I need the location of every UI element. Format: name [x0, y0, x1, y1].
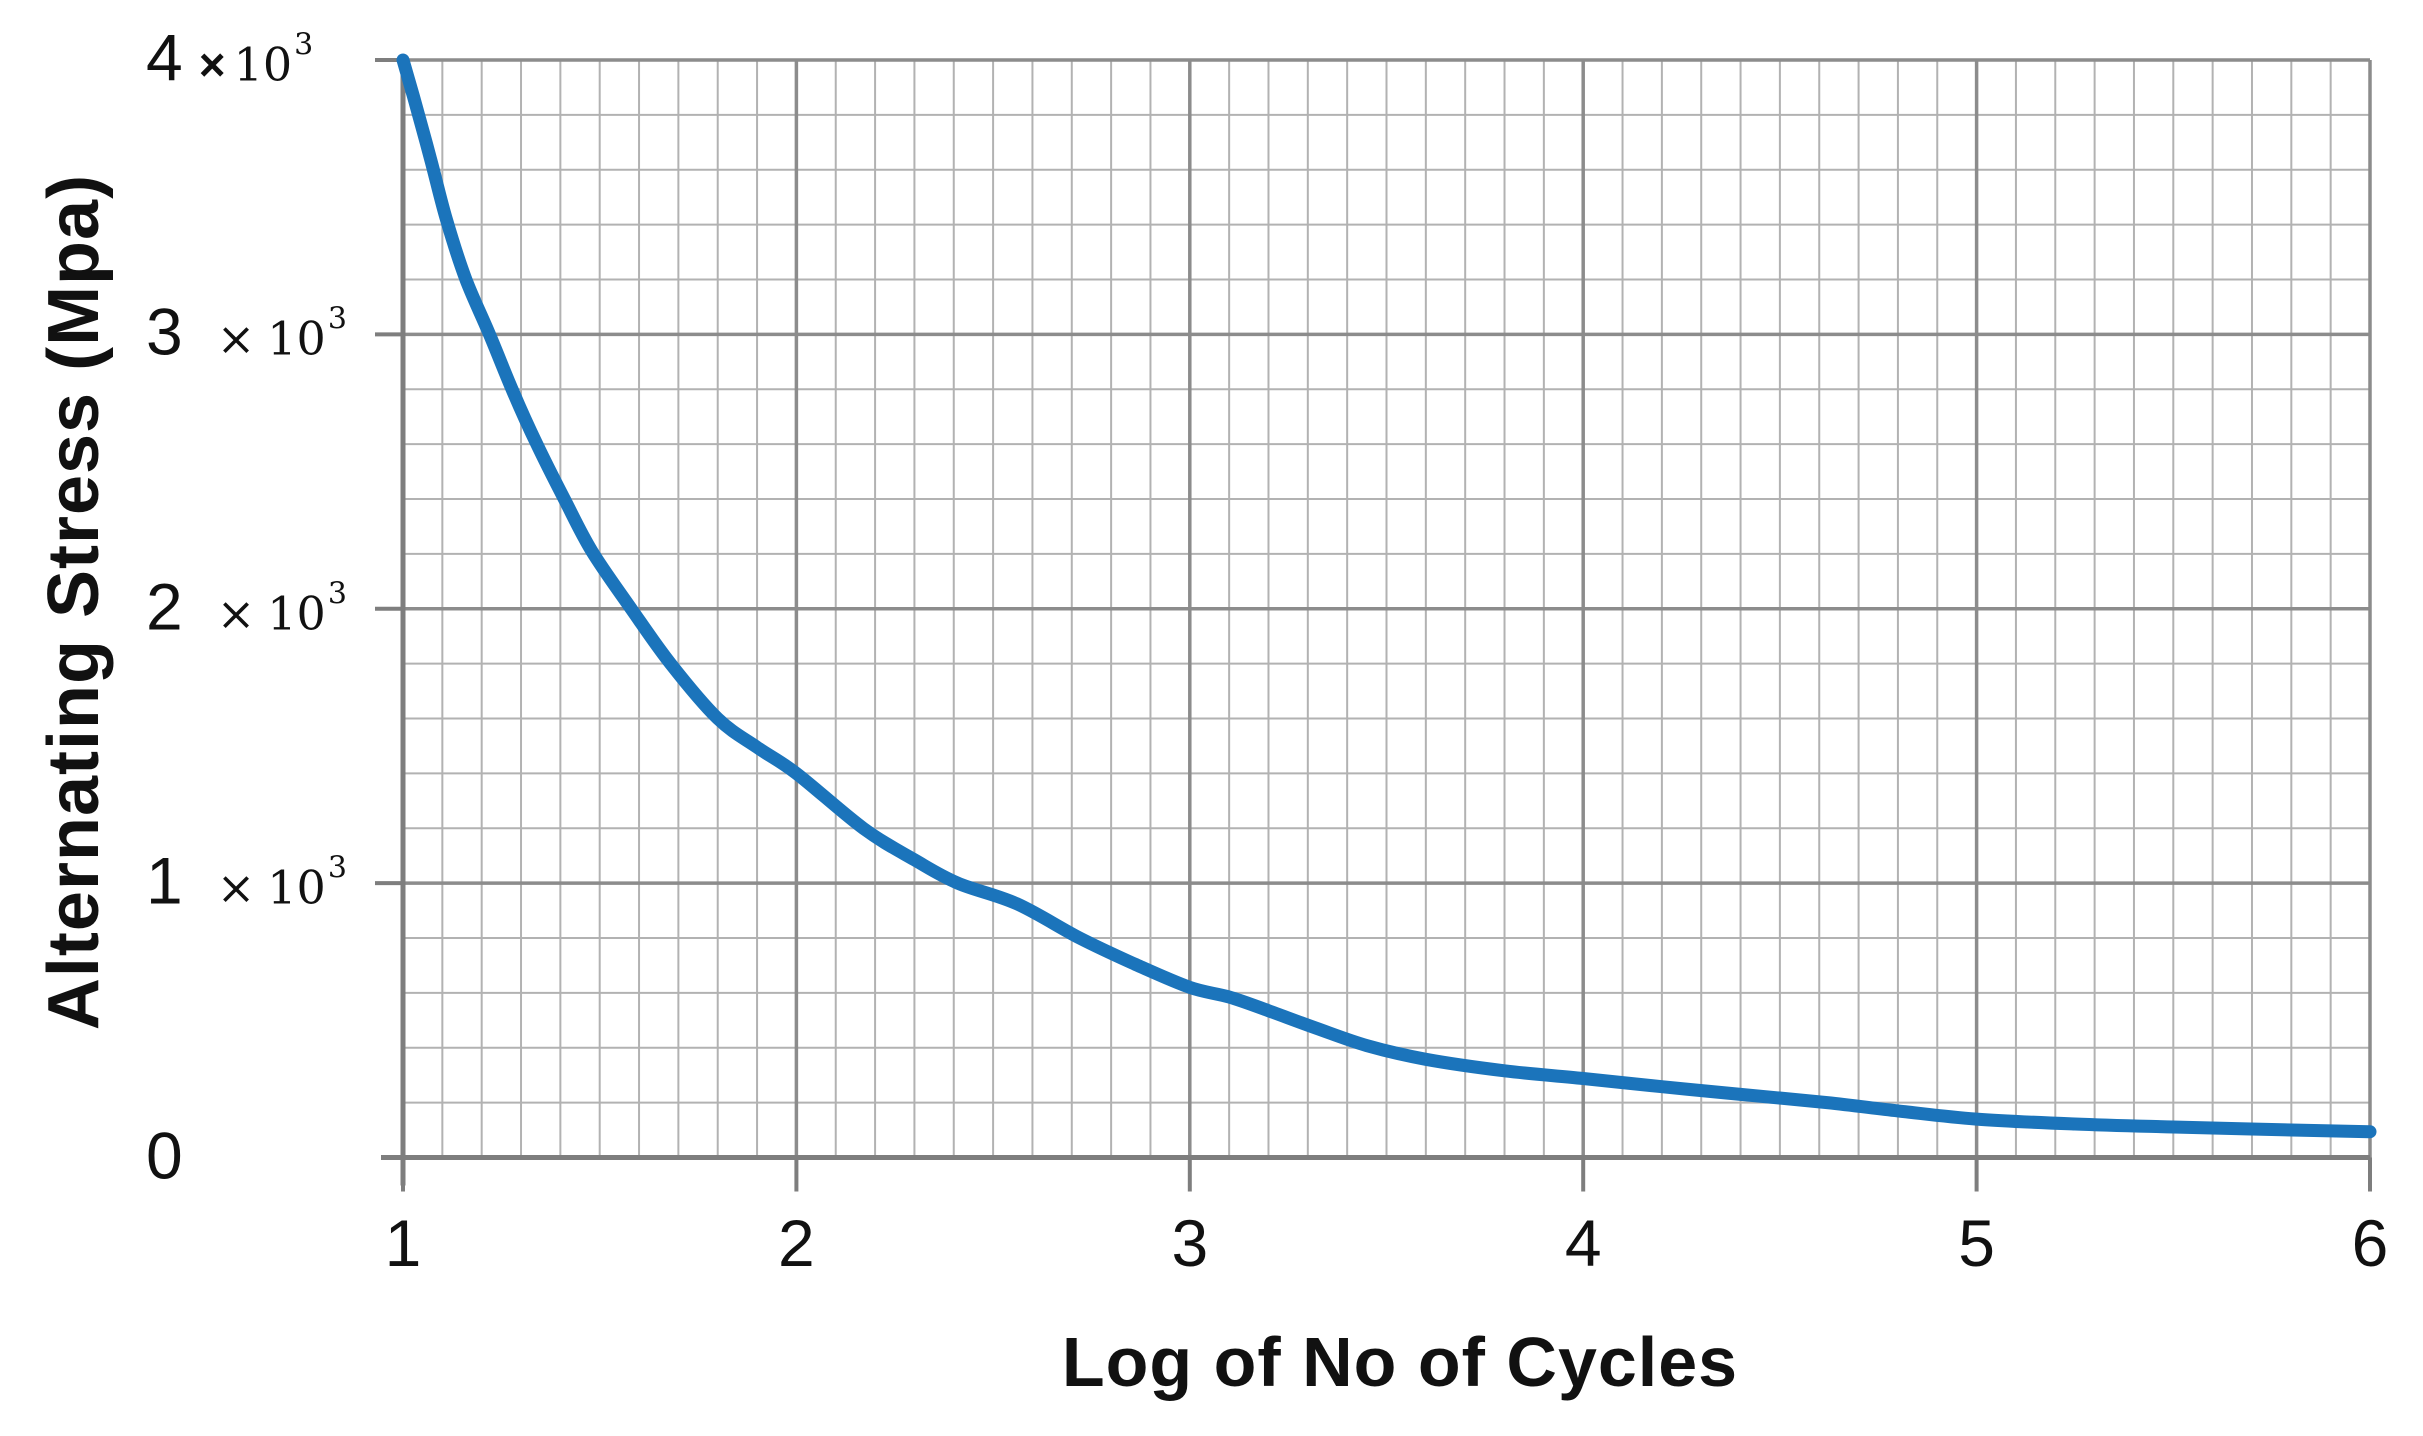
x-tick-label: 2 [778, 1206, 815, 1280]
sn-curve-series [396, 53, 2377, 1139]
power-base: 10 [267, 311, 326, 366]
x-axis-title: Log of No of Cycles [1061, 1323, 1739, 1401]
multiply-sign: × [216, 311, 256, 366]
x-tick-label: 4 [1564, 1206, 1602, 1280]
y-tick-label: 3 × 103 [146, 299, 347, 365]
y-tick-label: 4 × 103 [146, 24, 313, 90]
x-tick-label: 5 [1958, 1206, 1995, 1280]
y-tick-number: 0 [146, 1117, 183, 1192]
y-tick-label: 1 × 103 [146, 847, 347, 913]
y-tick-number: 3 [146, 294, 183, 369]
x-tick-label: 6 [2351, 1206, 2389, 1280]
x-tick-label: 1 [384, 1206, 422, 1280]
multiply-sign: × [216, 586, 256, 641]
power-base: 10 [233, 37, 293, 92]
y-tick-number: 2 [146, 569, 183, 644]
sn-curve-line [396, 53, 2377, 1139]
multiply-sign: × [198, 38, 226, 91]
power-base: 10 [267, 586, 326, 641]
power-exponent: 3 [327, 576, 347, 612]
multiply-sign: × [216, 860, 256, 915]
y-tick-label: 0 [146, 1122, 183, 1188]
power-base: 10 [267, 860, 326, 915]
y-axis-title: Alternating Stress (Mpa) [34, 173, 114, 1031]
power-exponent: 3 [327, 301, 347, 337]
major-gridlines [403, 58, 2372, 1158]
axis-lines [381, 60, 2370, 1186]
y-tick-number: 1 [146, 843, 183, 918]
x-tick-label: 3 [1171, 1206, 1209, 1280]
y-tick-label: 2 × 103 [146, 573, 347, 639]
y-tick-number: 4 [146, 20, 183, 95]
power-exponent: 3 [294, 27, 314, 63]
tick-marks [375, 58, 2372, 1192]
power-exponent: 3 [327, 850, 347, 886]
